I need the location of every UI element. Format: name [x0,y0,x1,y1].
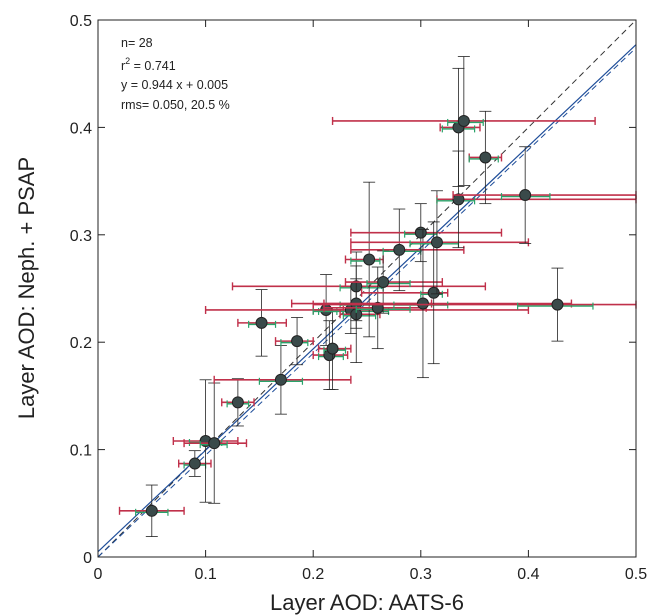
stat-r2-prefix: r [121,59,125,73]
data-point-group [177,450,212,477]
y-tick-label: 0.3 [70,228,92,245]
data-point [188,457,201,470]
data-point-group [468,110,503,205]
data-point [274,373,287,386]
y-tick-label: 0.4 [70,120,92,137]
x-tick-label: 0.3 [410,566,432,583]
data-point-group [274,317,314,366]
stat-n: n= 28 [121,36,153,50]
data-point [326,342,339,355]
data-point-group [452,146,637,244]
data-point-group [312,267,637,342]
x-tick-label: 0.4 [517,566,539,583]
plot-marks [97,19,637,558]
y-tick-label: 0.1 [70,443,92,460]
data-point-group [317,307,352,390]
data-point-group [344,250,444,314]
data-point-group [344,181,384,338]
stat-r2: r2 = 0.741 [121,56,176,73]
stats-annotation: n= 28 r2 = 0.741 y = 0.944 x + 0.005 rms… [121,36,230,112]
x-tick-label: 0.5 [625,566,647,583]
stat-rms: rms= 0.050, 20.5 % [121,98,230,112]
x-tick-label: 0.1 [194,566,216,583]
data-point-group [350,190,530,295]
y-tick-label: 0.2 [70,335,92,352]
data-point [479,151,492,164]
data-point-group [237,289,287,357]
data-point [363,253,376,266]
data-point [414,226,427,239]
data-point [416,297,429,310]
data-point [145,504,158,517]
regression-fit-dashed-line [97,47,637,558]
data-point [430,236,443,249]
data-point-group [118,484,185,537]
stat-r2-value: = 0.741 [130,59,176,73]
data-point-group [350,208,465,292]
x-tick-label: 0 [94,566,103,583]
data-point [519,189,532,202]
data-point-group [183,382,248,504]
data-point [393,243,406,256]
data-point [457,114,470,127]
regression-fit-line [97,44,637,553]
data-point-group [221,378,255,427]
data-point [208,437,221,450]
y-tick-label: 0 [83,550,92,567]
data-point [551,298,564,311]
data-point-group [331,56,596,186]
x-tick-label: 0.2 [302,566,324,583]
data-point [231,396,244,409]
stat-r2-superscript: 2 [125,56,130,66]
axis-ticks: 00 0.1 0.1 0.2 0.2 0.3 0.3 0.4 0.4 0.5 0.5 [70,13,647,583]
data-point [377,276,390,289]
data-point [427,286,440,299]
y-axis-title: Layer AOD: Neph. + PSAP [14,157,39,419]
data-point-group [213,345,352,415]
y-tick-label: 0.5 [70,13,92,30]
data-point [452,193,465,206]
data-point [255,316,268,329]
x-axis-title: Layer AOD: AATS-6 [270,590,464,615]
data-point-group [360,221,449,365]
data-point [291,335,304,348]
stat-fit: y = 0.944 x + 0.005 [121,78,228,92]
plot-frame [97,19,637,558]
